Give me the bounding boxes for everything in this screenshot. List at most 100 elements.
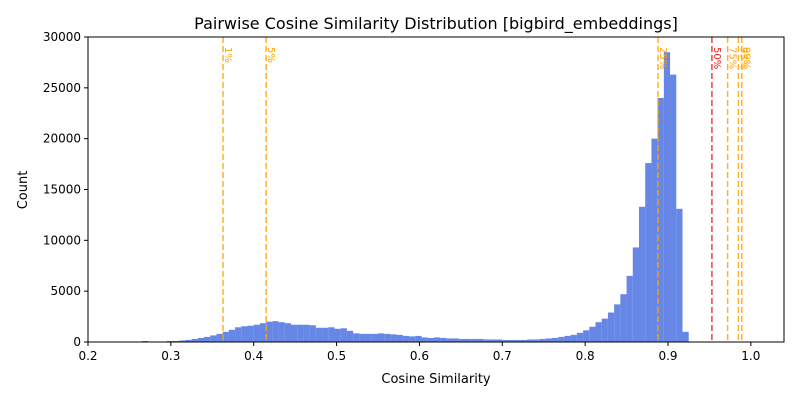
histogram-bar	[483, 339, 490, 342]
histogram-bar	[583, 330, 590, 342]
x-tick-label: 0.2	[78, 349, 97, 363]
histogram-bar	[458, 338, 465, 342]
histogram-bar	[371, 333, 378, 342]
percentile-label: 5%	[265, 47, 276, 63]
histogram-bar	[340, 328, 347, 342]
histogram-bar	[614, 304, 621, 342]
histogram-bar	[272, 321, 279, 342]
histogram-bar	[235, 327, 242, 342]
histogram-bar	[645, 163, 652, 342]
histogram-bar	[620, 294, 627, 342]
histogram-bar	[266, 321, 273, 342]
histogram-bar	[539, 338, 546, 342]
histogram-bar	[452, 338, 459, 342]
histogram-bar	[197, 337, 204, 342]
histogram-bar	[601, 318, 608, 342]
histogram-bar	[564, 335, 571, 342]
histogram-bar	[682, 331, 689, 342]
histogram-bar	[427, 337, 434, 342]
histogram-bar	[651, 138, 658, 342]
histogram-bar	[639, 206, 646, 342]
y-tick-label: 15000	[43, 183, 81, 197]
histogram-bar	[508, 339, 515, 342]
histogram-bar	[471, 338, 478, 342]
histogram-bar	[297, 324, 304, 342]
histogram-bar	[433, 337, 441, 342]
histogram-bar	[185, 339, 192, 342]
histogram-bar	[545, 338, 552, 342]
histogram-bar	[384, 333, 391, 342]
histogram-bar	[259, 323, 267, 342]
histogram-bar	[141, 340, 149, 342]
y-tick-label: 10000	[43, 233, 81, 247]
y-tick-label: 20000	[43, 132, 81, 146]
histogram-bar	[365, 333, 372, 342]
histogram-bar	[291, 324, 298, 342]
histogram-bar	[520, 339, 528, 342]
histogram-bar	[378, 333, 385, 342]
x-tick-label: 1.0	[741, 349, 760, 363]
y-tick-label: 30000	[43, 30, 81, 44]
histogram-bar	[496, 339, 503, 342]
histogram-bar	[396, 334, 403, 342]
histogram-bar	[216, 333, 223, 342]
histogram-bar	[421, 337, 428, 342]
percentile-label: 1%	[222, 47, 233, 63]
histogram-bar	[607, 312, 615, 342]
histogram-bar	[589, 326, 596, 342]
x-axis-label: Cosine Similarity	[381, 372, 491, 387]
y-tick-label: 5000	[50, 284, 81, 298]
percentile-label: 95%	[737, 47, 748, 69]
histogram-bar	[346, 330, 354, 342]
histogram-bar	[514, 339, 521, 342]
percentile-label: 50%	[711, 47, 722, 69]
histogram-bar	[558, 336, 565, 342]
histogram-bar	[322, 327, 329, 342]
histogram-bar	[166, 340, 173, 342]
histogram-bar	[670, 74, 677, 342]
histogram-bar	[309, 325, 316, 342]
histogram-bar	[210, 335, 217, 342]
x-tick-label: 0.7	[493, 349, 512, 363]
chart-title: Pairwise Cosine Similarity Distribution …	[194, 14, 678, 34]
y-tick-label: 25000	[43, 81, 81, 95]
histogram-bar	[241, 326, 248, 342]
histogram-bar	[402, 335, 410, 342]
x-tick-label: 0.9	[658, 349, 677, 363]
histogram-bar	[533, 339, 540, 342]
y-axis: 0 5000 10000 15000 20000 25000 30000	[43, 30, 88, 349]
histogram-bar	[657, 98, 664, 342]
x-tick-label: 0.6	[410, 349, 429, 363]
histogram-bar	[204, 336, 211, 342]
histogram-bar	[676, 208, 683, 342]
histogram-bar	[663, 52, 671, 342]
histogram-bar	[390, 334, 397, 342]
histogram-bar	[552, 337, 559, 342]
histogram-bar	[415, 335, 422, 342]
histogram-bar	[191, 338, 198, 342]
histogram-bar	[315, 327, 323, 342]
x-tick-label: 0.4	[244, 349, 263, 363]
x-tick-label: 0.8	[576, 349, 595, 363]
y-axis-label: Count	[16, 171, 31, 210]
histogram-bar	[595, 322, 602, 342]
histogram-bar	[179, 340, 186, 342]
histogram-bar	[477, 338, 484, 342]
histogram-bar	[440, 337, 447, 342]
histogram-bar	[359, 333, 366, 342]
histogram-bar	[489, 339, 497, 342]
histogram-bar	[278, 322, 285, 342]
histogram-bar	[328, 327, 335, 342]
x-axis: 0.2 0.3 0.4 0.5 0.6 0.7 0.8 0.9 1.0	[78, 342, 760, 363]
histogram-bar	[228, 329, 236, 342]
histogram-bar	[284, 323, 291, 342]
histogram-bar	[353, 333, 360, 342]
histogram-bar	[446, 338, 453, 342]
histogram-bar	[527, 339, 534, 342]
y-tick-label: 0	[73, 335, 81, 349]
histogram-bar	[570, 334, 577, 342]
histogram-bar	[632, 247, 639, 342]
histogram-bar	[502, 339, 509, 342]
histogram-bar	[253, 324, 260, 342]
